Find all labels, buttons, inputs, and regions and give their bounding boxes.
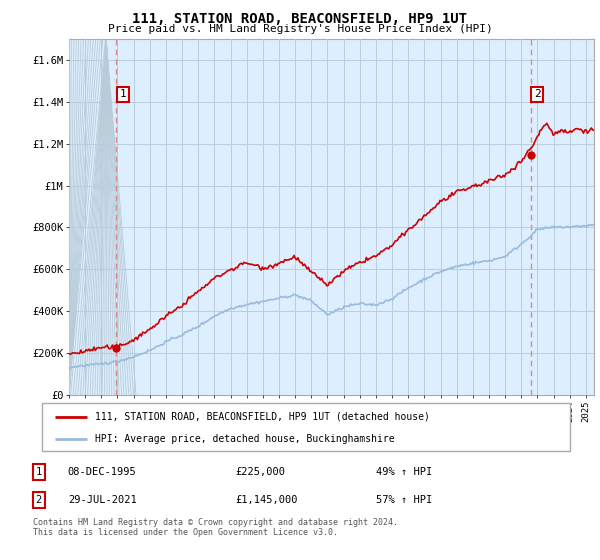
Text: 111, STATION ROAD, BEACONSFIELD, HP9 1UT (detached house): 111, STATION ROAD, BEACONSFIELD, HP9 1UT… bbox=[95, 412, 430, 422]
Text: HPI: Average price, detached house, Buckinghamshire: HPI: Average price, detached house, Buck… bbox=[95, 434, 394, 444]
Text: 2: 2 bbox=[534, 89, 541, 99]
Text: 49% ↑ HPI: 49% ↑ HPI bbox=[376, 467, 432, 477]
Text: 2: 2 bbox=[35, 495, 42, 505]
Text: £225,000: £225,000 bbox=[235, 467, 285, 477]
Text: 111, STATION ROAD, BEACONSFIELD, HP9 1UT: 111, STATION ROAD, BEACONSFIELD, HP9 1UT bbox=[133, 12, 467, 26]
Text: 1: 1 bbox=[119, 89, 126, 99]
Text: 57% ↑ HPI: 57% ↑ HPI bbox=[376, 495, 432, 505]
Text: Contains HM Land Registry data © Crown copyright and database right 2024.
This d: Contains HM Land Registry data © Crown c… bbox=[33, 518, 398, 538]
Text: 1: 1 bbox=[35, 467, 42, 477]
Text: 29-JUL-2021: 29-JUL-2021 bbox=[68, 495, 137, 505]
Text: 08-DEC-1995: 08-DEC-1995 bbox=[68, 467, 137, 477]
FancyBboxPatch shape bbox=[42, 403, 570, 451]
Text: Price paid vs. HM Land Registry's House Price Index (HPI): Price paid vs. HM Land Registry's House … bbox=[107, 24, 493, 34]
Text: £1,145,000: £1,145,000 bbox=[235, 495, 298, 505]
